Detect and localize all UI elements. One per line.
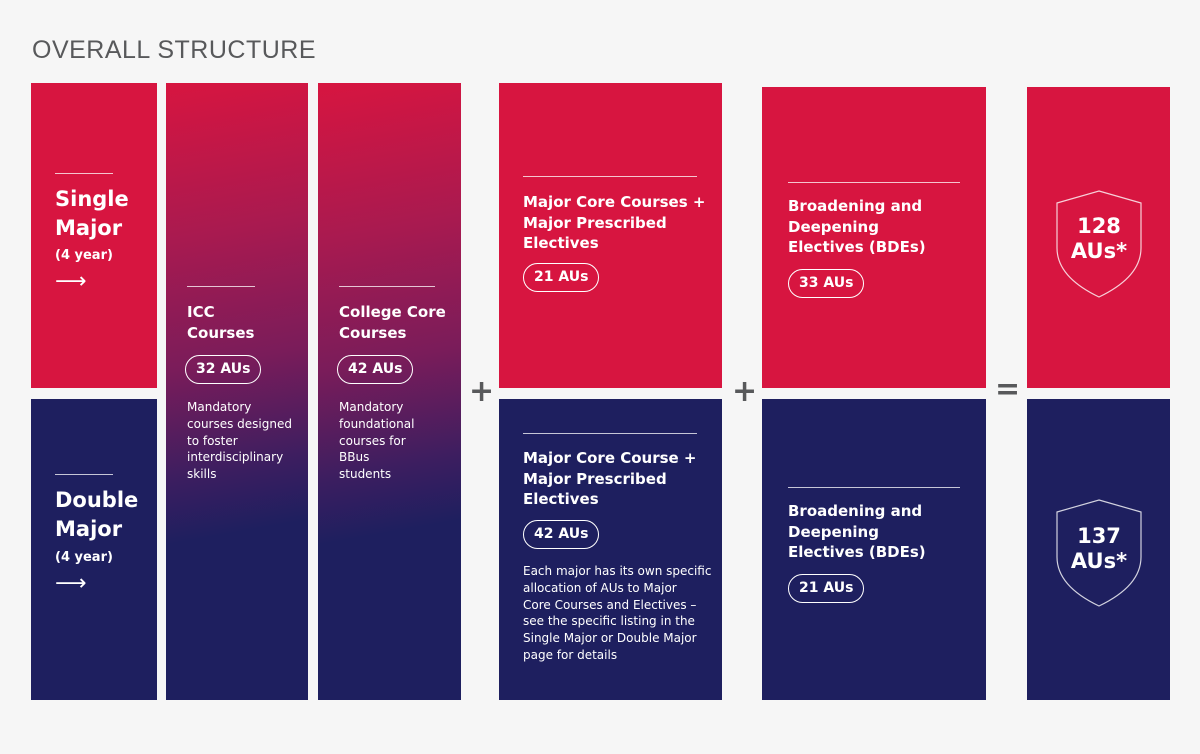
bde-double-aus-badge: 21 AUs [788,574,865,603]
total-single-value: 128 [1077,214,1121,238]
major-double-title: Major Core Course + Major Prescribed Ele… [523,448,697,510]
desc-line: Mandatory [339,400,404,414]
title-line: Deepening [788,522,879,541]
title-line: Major Prescribed [523,213,667,232]
desc-line: Core Courses and Electives – [523,597,697,612]
major-double-description: Each major has its own specific allocati… [523,563,711,664]
divider [187,286,255,287]
title-line: Electives (BDEs) [788,238,926,256]
total-double-unit: AUs* [1070,549,1128,573]
desc-line: BBus [339,450,370,465]
desc-line: page for details [523,647,618,662]
double-major-card: Double Major (4 year) ⟶ [31,399,157,700]
college-core-description: Mandatory foundational courses for BBus … [339,399,414,483]
title-line: Electives (BDEs) [788,543,926,561]
college-core-card: College Core Courses 42 AUs Mandatory fo… [318,83,461,700]
icc-aus-badge: 32 AUs [185,355,262,384]
desc-line: Mandatory [187,400,252,414]
desc-line: Each major has its own specific [523,564,712,578]
plus-icon: + [732,374,758,409]
title-line: Broadening and [788,197,923,215]
college-core-title-2: Courses [339,324,407,342]
major-single-title: Major Core Courses + Major Prescribed El… [523,192,705,254]
title-line: Electives [523,234,599,252]
title-line: Broadening and [788,502,923,520]
major-double-card: Major Core Course + Major Prescribed Ele… [499,399,722,700]
divider [55,173,113,174]
major-double-aus-badge: 42 AUs [523,520,600,549]
total-double-value: 137 [1077,524,1121,548]
page-title: OVERALL STRUCTURE [32,36,317,64]
desc-line: see the specific listing in the [523,614,695,629]
divider [788,182,960,183]
total-single-unit: AUs* [1070,239,1128,263]
double-label-2: Major [55,517,123,541]
double-label-1: Double [55,488,139,512]
divider [788,487,960,488]
shield-icon [1056,190,1142,298]
icc-title-2: Courses [187,324,255,342]
desc-line: foundational [339,416,415,431]
desc-line: interdisciplinary [187,450,284,465]
major-single-card: Major Core Courses + Major Prescribed El… [499,83,722,388]
plus-icon: + [469,374,495,409]
desc-line: courses for [339,433,406,448]
icc-description: Mandatory courses designed to foster int… [187,399,292,483]
icc-title-1: ICC [187,303,215,321]
desc-line: to foster [187,433,238,448]
bde-double-title: Broadening and Deepening Electives (BDEs… [788,501,926,563]
divider [339,286,435,287]
bde-double-card: Broadening and Deepening Electives (BDEs… [762,399,986,700]
icc-card: ICC Courses 32 AUs Mandatory courses des… [166,83,308,700]
double-duration: (4 year) [55,550,113,565]
desc-line: students [339,467,392,482]
single-label-2: Major [55,216,123,240]
desc-line: courses designed [187,416,292,431]
title-line: Major Prescribed [523,469,667,488]
equals-icon: = [995,372,1021,407]
divider [55,474,113,475]
bde-single-card: Broadening and Deepening Electives (BDEs… [762,87,986,388]
bde-single-title: Broadening and Deepening Electives (BDEs… [788,196,926,258]
major-single-aus-badge: 21 AUs [523,263,600,292]
total-double-card: 137 AUs* [1027,399,1170,700]
desc-line: skills [187,467,217,482]
divider [523,176,697,177]
college-core-aus-badge: 42 AUs [337,355,414,384]
shield-icon [1056,499,1142,607]
title-line: Electives [523,490,599,508]
title-line: Major Core Course + [523,449,697,467]
single-label-1: Single [55,187,129,211]
bde-single-aus-badge: 33 AUs [788,269,865,298]
total-single-card: 128 AUs* [1027,87,1170,388]
single-major-card: Single Major (4 year) ⟶ [31,83,157,388]
desc-line: Single Major or Double Major [523,631,697,646]
divider [523,433,697,434]
college-core-title-1: College Core [339,303,446,321]
arrow-right-icon: ⟶ [55,269,87,294]
arrow-right-icon: ⟶ [55,571,87,596]
title-line: Major Core Courses + [523,193,706,211]
desc-line: allocation of AUs to Major [523,580,677,595]
title-line: Deepening [788,217,879,236]
single-duration: (4 year) [55,248,113,263]
